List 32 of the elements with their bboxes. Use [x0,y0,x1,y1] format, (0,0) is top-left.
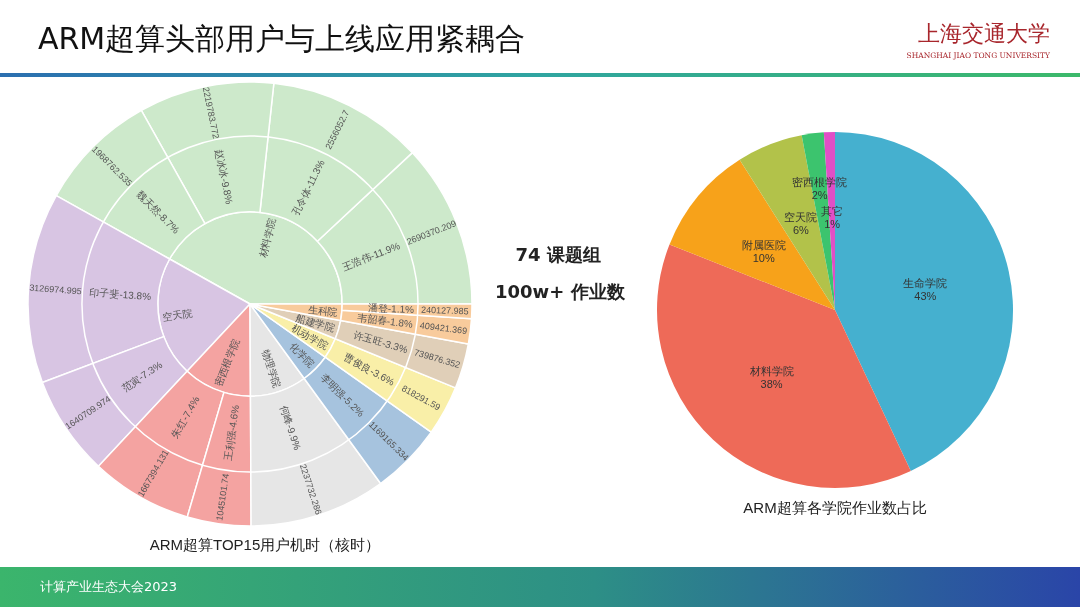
category-label: 范寅-7.3% [119,358,165,394]
text: ARM超算TOP15用户机时（核时） [149,536,381,553]
data-label: 3126974.995 [28,282,83,297]
text: 计算产业生态大会2023 [40,579,178,595]
text: 物理学院 [259,348,283,390]
text: ARM超算各学院作业数占比 [743,499,927,516]
data-label: 1% [824,217,841,230]
data-label: 1045101.74 [214,472,231,522]
slice-label: 空天院 [784,211,818,224]
data-label: 38% [760,377,783,390]
text: 100w+ 作业数 [495,281,625,302]
data-label: 6% [792,224,810,237]
text: 74 课题组 [515,244,601,265]
slice-label: 材料学院 [748,364,794,377]
data-label: 43% [914,290,937,303]
text: 生科院 [307,303,339,318]
category-label: 朱红-7.4% [169,394,202,440]
text: 材料学院 [256,217,278,260]
text: 空天院 [162,307,194,323]
text: 密西根学院 [212,337,242,389]
text: ARM超算头部用户与上线应用紧耦合 [38,21,526,56]
data-label: 409421.369 [419,320,468,337]
text: 上海交通大学 [918,21,1050,47]
category-label: 何峰-9.9% [278,404,303,452]
category-label: 赵冰冰-9.8% [212,147,235,206]
slice-label: 生命学院 [903,277,948,290]
category-label: 潘登-1.1% [367,302,415,315]
category-label: 王利强-4.6% [222,404,242,462]
data-label: 240127.985 [421,304,469,317]
data-label: 10% [752,251,775,264]
slice-label: 附属医院 [741,238,786,251]
category-label: 印子斐-13.8% [89,286,152,303]
